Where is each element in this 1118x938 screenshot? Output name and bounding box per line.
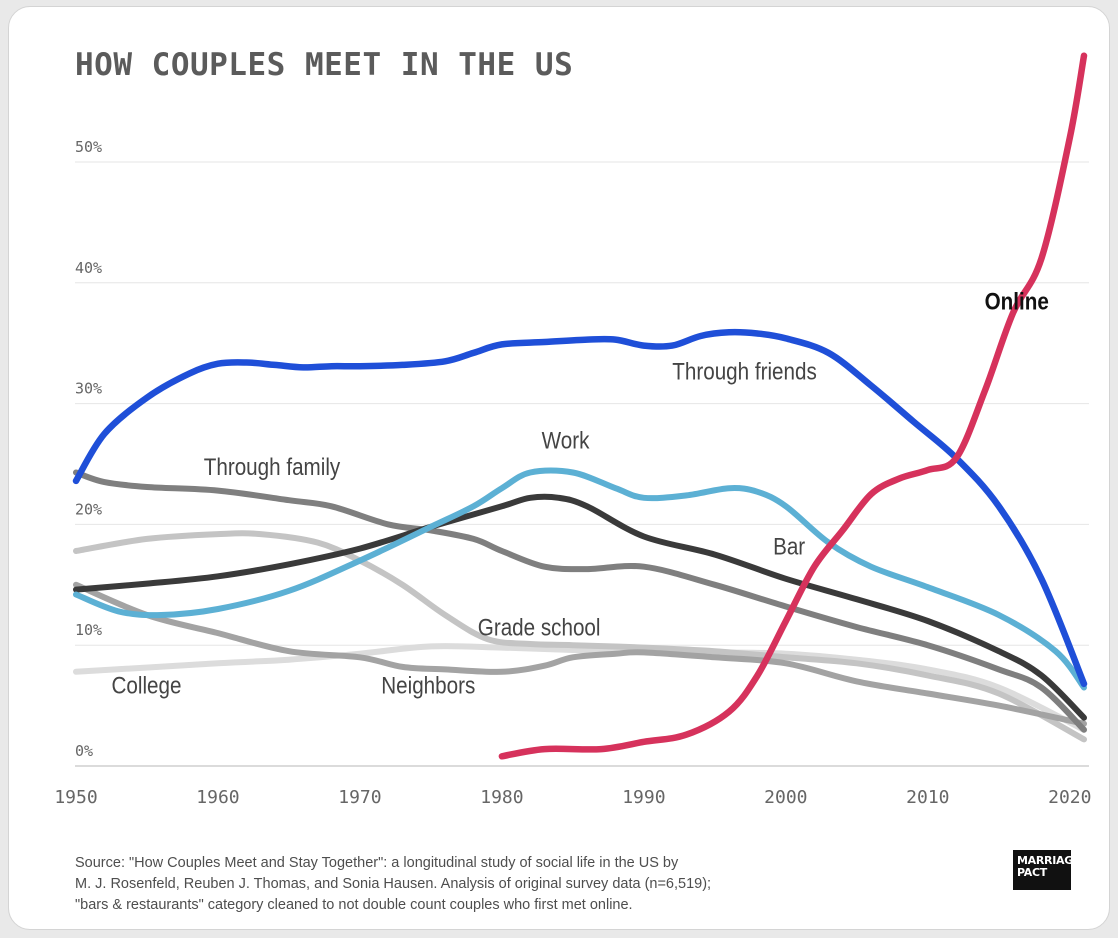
series-label-bar: Bar [773, 533, 806, 560]
chart-title: HOW COUPLES MEET IN THE US [75, 47, 574, 83]
y-tick-label: 50% [75, 138, 102, 156]
source-line-2: M. J. Rosenfeld, Reuben J. Thomas, and S… [75, 876, 712, 892]
x-tick-label: 1980 [480, 787, 523, 808]
x-tick-label: 1960 [196, 787, 239, 808]
series-label-through-friends: Through friends [672, 358, 817, 385]
series-line-online [498, 52, 1088, 760]
series-lines [72, 52, 1088, 760]
series-line-work [73, 467, 1087, 691]
x-tick-label: 2000 [764, 787, 807, 808]
series-label-college: College [111, 672, 181, 699]
source-line-1: Source: "How Couples Meet and Stay Toget… [75, 855, 679, 871]
logo-line-1: MARRIAGE [1017, 854, 1081, 867]
series-line-grade-school [73, 530, 1087, 743]
chart-card: HOW COUPLES MEET IN THE US College Grade … [8, 6, 1110, 930]
y-tick-label: 20% [75, 500, 102, 518]
series-labels: College Grade school Neighbors Through fami… [111, 288, 1048, 699]
y-tick-label: 30% [75, 380, 102, 398]
source-line-3: "bars & restaurants" category cleaned to… [75, 897, 633, 913]
x-tick-label: 2020 [1048, 787, 1091, 808]
y-tick-label: 10% [75, 621, 102, 639]
series-label-grade-school: Grade school [478, 614, 601, 641]
line-chart: College Grade school Neighbors Through fami… [54, 52, 1091, 808]
series-line-through-family [73, 469, 1087, 733]
series-line-neighbors [73, 581, 1087, 727]
series-label-online: Online [985, 288, 1049, 315]
x-tick-label: 2010 [906, 787, 949, 808]
y-tick-label: 0% [75, 742, 93, 760]
logo-line-2: PACT [1017, 866, 1047, 879]
tick-labels: 0% 10% 20% 30% 40% 50% 1950 1960 1970 1980 1990 200… [54, 138, 1091, 808]
series-label-through-family: Through family [204, 453, 341, 480]
series-line-through-friends [72, 328, 1088, 688]
y-tick-label: 40% [75, 259, 102, 277]
series-line-college [73, 643, 1087, 733]
series-label-neighbors: Neighbors [381, 672, 475, 699]
series-label-work: Work [542, 427, 591, 454]
marriage-pact-logo: MARRIAGE PACT [1013, 850, 1081, 890]
x-tick-label: 1950 [54, 787, 97, 808]
source-note: Source: "How Couples Meet and Stay Toget… [75, 853, 995, 916]
x-tick-label: 1990 [622, 787, 665, 808]
x-tick-label: 1970 [338, 787, 381, 808]
series-line-bar [73, 493, 1087, 721]
